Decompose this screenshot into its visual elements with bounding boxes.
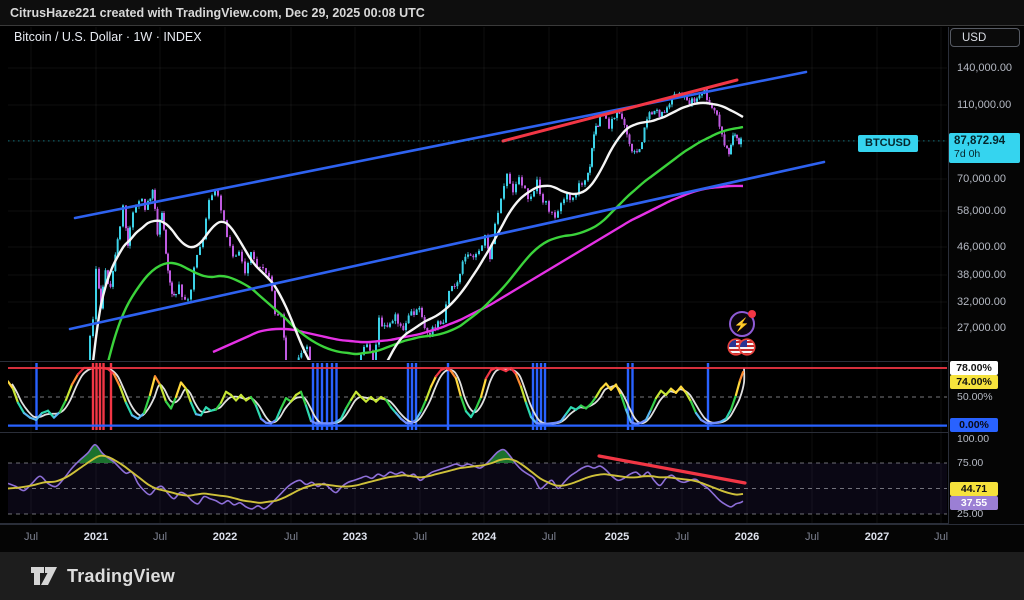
price-axis-label: 38,000.00	[957, 269, 1006, 281]
footer-bar: TradingView	[0, 552, 1024, 600]
indicator-value-label: 78.00%	[950, 361, 998, 375]
indicator-axis-label: 75.00	[957, 457, 984, 469]
channel-lower-line	[68, 160, 826, 331]
time-axis-label: 2025	[604, 531, 630, 543]
time-axis-label: Jul	[152, 531, 168, 543]
rsi-overbought-fill	[77, 444, 115, 463]
time-axis-label: 2023	[342, 531, 368, 543]
price-axis-label: 32,000.00	[957, 296, 1006, 308]
rsi-ma-line	[8, 454, 744, 504]
oscillator-panel	[8, 363, 947, 430]
chart-title[interactable]: Bitcoin / U.S. Dollar · 1W · INDEX	[14, 30, 202, 44]
events-lightning-icon[interactable]: ⚡	[729, 310, 756, 337]
notification-dot	[748, 310, 756, 318]
price-axis-label: 27,000.00	[957, 322, 1006, 334]
rsi-trendline	[597, 454, 747, 485]
main-pane	[89, 87, 744, 360]
tradingview-logo-icon	[31, 567, 57, 585]
time-axis[interactable]: Jul 2021 Jul 2022 Jul 2023 Jul 2024 Jul 2025 Jul 20…	[0, 524, 1024, 553]
tradingview-wordmark: TradingView	[67, 565, 175, 586]
indicator-axis-label: 25.00	[957, 508, 984, 520]
time-axis-label: Jul	[283, 531, 299, 543]
indicator-value-label: 44.71	[950, 482, 998, 496]
price-axis-label: 140,000.00	[957, 62, 1013, 74]
time-axis-label: 2021	[83, 531, 109, 543]
last-price-value: 87,872.94	[954, 135, 1006, 147]
time-axis-label: Jul	[412, 531, 428, 543]
currency-toggle-button[interactable]: USD	[950, 28, 1020, 47]
time-axis-label: Jul	[804, 531, 820, 543]
time-axis-label: 2026	[734, 531, 760, 543]
price-axis-label: 58,000.00	[957, 205, 1006, 217]
grid-lines	[8, 27, 947, 523]
candles-layer	[89, 87, 742, 360]
time-axis-label: Jul	[23, 531, 39, 543]
attribution-bar: CitrusHaze221 created with TradingView.c…	[0, 0, 1024, 26]
symbol-price-tag[interactable]: BTCUSD	[858, 135, 918, 152]
time-axis-label: 2027	[864, 531, 890, 543]
ma-slow-line	[212, 184, 744, 354]
price-axis[interactable]: 140,000.00 110,000.00 70,000.00 58,000.00 46…	[948, 27, 1024, 524]
indicator-axis-label: 100.00	[957, 433, 990, 445]
price-axis-label: 110,000.00	[957, 99, 1012, 111]
bar-countdown: 7d 0h	[954, 148, 981, 160]
oscillator-signal-line	[11, 366, 746, 425]
rsi-band	[8, 463, 947, 514]
indicator-axis-label: 50.00%	[957, 391, 993, 403]
indicator-value-label: 74.00%	[950, 375, 998, 389]
rsi-line	[8, 443, 744, 510]
indicator-value-label: 37.55	[950, 496, 998, 510]
price-axis-label: 70,000.00	[957, 173, 1006, 185]
last-price-label[interactable]: 87,872.94 7d 0h	[949, 133, 1020, 163]
resistance-trendline	[501, 78, 739, 143]
ma-fast-line	[92, 101, 744, 360]
time-axis-label: 2022	[212, 531, 238, 543]
time-axis-label: Jul	[541, 531, 557, 543]
time-axis-label: 2024	[471, 531, 497, 543]
price-axis-label: 46,000.00	[957, 241, 1006, 253]
time-axis-label: Jul	[933, 531, 949, 543]
us-flag-icon	[738, 338, 756, 356]
indicator-value-label: 0.00%	[950, 418, 998, 432]
ma-mid-line	[107, 125, 744, 360]
channel-upper-line	[73, 70, 808, 220]
rsi-panel	[8, 443, 947, 515]
tradingview-logo[interactable]: TradingView	[30, 564, 175, 588]
time-axis-label: Jul	[674, 531, 690, 543]
